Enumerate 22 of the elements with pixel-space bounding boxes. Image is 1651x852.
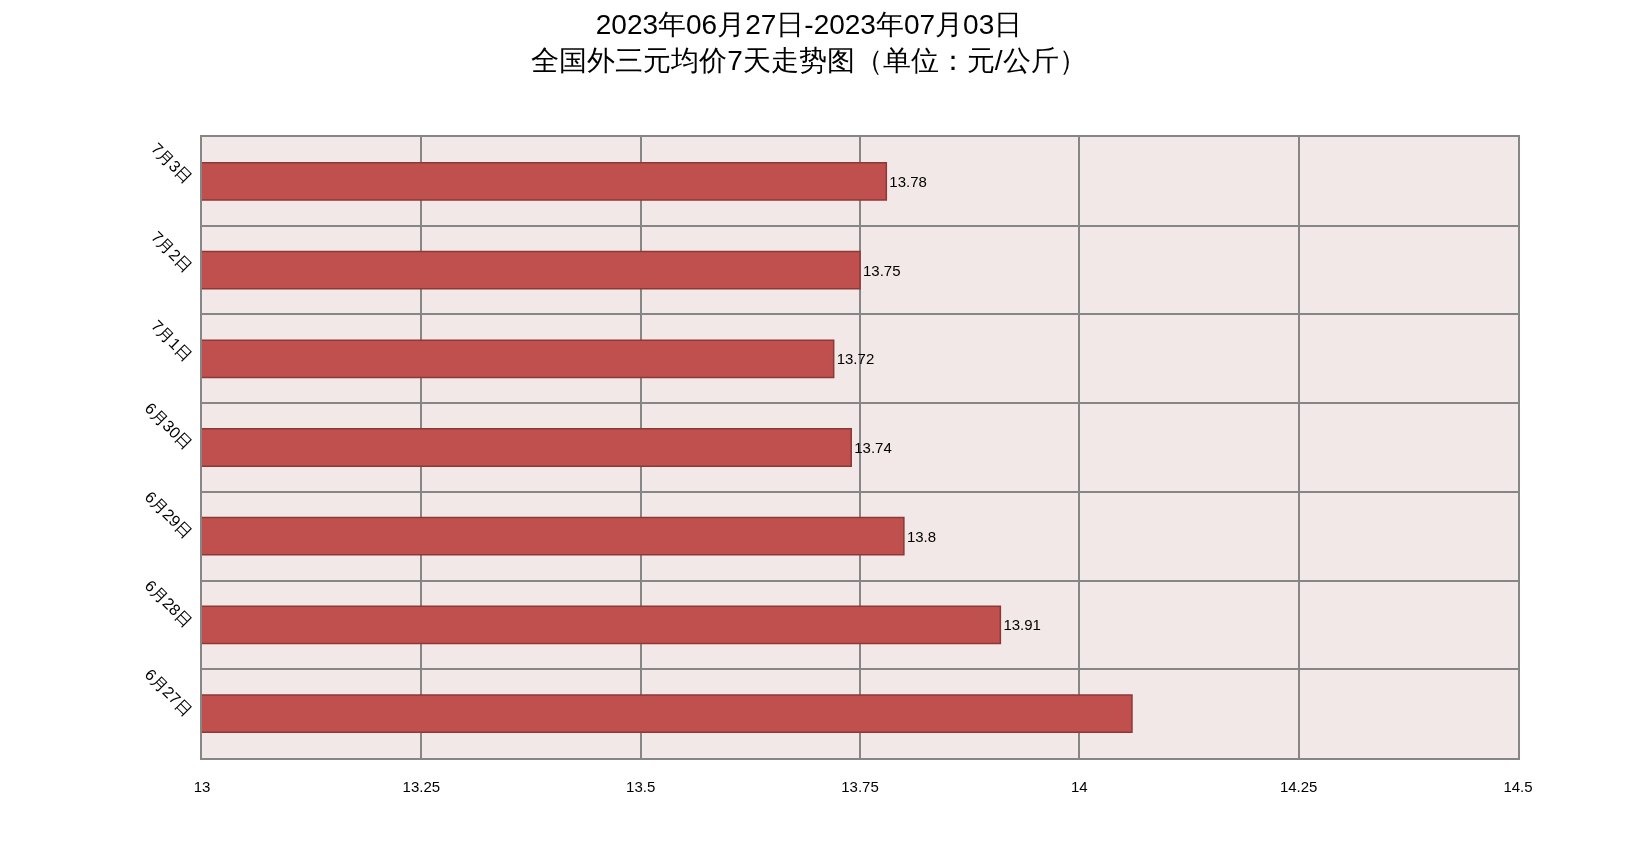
- data-label: 13.75: [863, 261, 901, 279]
- data-label: 13.74: [854, 439, 892, 456]
- data-label: 13.78: [889, 172, 927, 190]
- data-label: 13.8: [906, 527, 937, 545]
- y-tick-label: 6月29日: [141, 488, 196, 542]
- x-tick-label: 13: [193, 777, 211, 795]
- y-tick-label: 6月27日: [141, 665, 196, 720]
- x-tick-label: 13.25: [402, 777, 441, 795]
- x-tick-label: 13.75: [841, 777, 879, 795]
- chart-title: 2023年06月27日-2023年07月03日: [595, 9, 1023, 41]
- x-tick-label: 14: [1070, 777, 1088, 795]
- x-tick-label: 14.5: [1503, 777, 1533, 795]
- data-label: 13.91: [1003, 616, 1041, 634]
- y-tick-label: 6月30日: [141, 399, 196, 453]
- y-tick-label: 7月1日: [148, 316, 196, 365]
- chart-subtitle: 全国外三元均价7天走势图（单位：元/公斤）: [531, 45, 1087, 77]
- y-tick-label: 6月28日: [141, 576, 196, 631]
- x-tick-label: 13.5: [626, 777, 656, 795]
- y-tick-label: 7月2日: [148, 228, 196, 276]
- data-label: 13.72: [836, 350, 875, 368]
- x-tick-label: 14.25: [1279, 777, 1318, 795]
- y-tick-label: 7月3日: [148, 139, 196, 187]
